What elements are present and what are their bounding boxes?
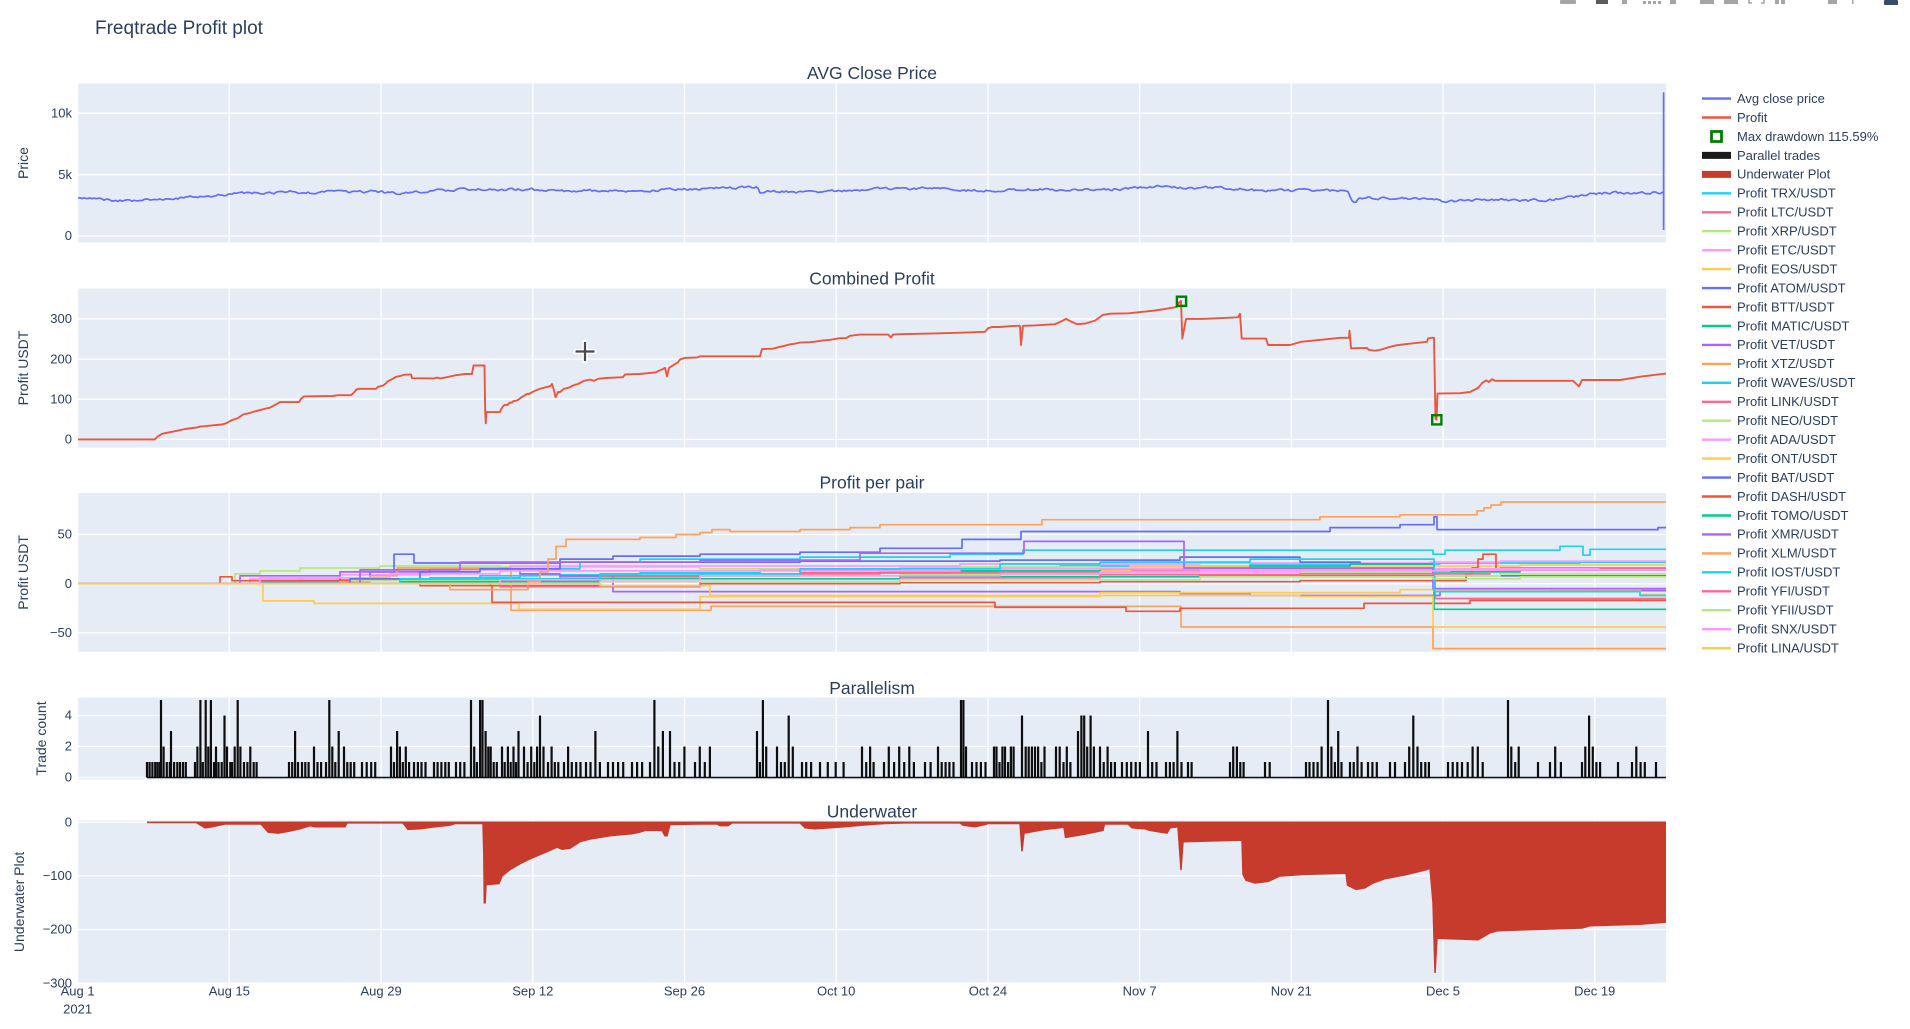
- svg-text:Profit XMR/USDT: Profit XMR/USDT: [1737, 527, 1839, 542]
- svg-text:−200: −200: [43, 922, 72, 937]
- svg-text:Profit MATIC/USDT: Profit MATIC/USDT: [1737, 318, 1849, 333]
- svg-text:Profit LINK/USDT: Profit LINK/USDT: [1737, 394, 1839, 409]
- svg-text:Profit BAT/USDT: Profit BAT/USDT: [1737, 470, 1834, 485]
- svg-text:Profit IOST/USDT: Profit IOST/USDT: [1737, 565, 1840, 580]
- svg-text:Profit ATOM/USDT: Profit ATOM/USDT: [1737, 280, 1846, 295]
- svg-text:Underwater Plot: Underwater Plot: [1737, 167, 1831, 182]
- svg-text:Aug 29: Aug 29: [360, 984, 401, 999]
- svg-text:300: 300: [50, 311, 72, 326]
- svg-text:Profit BTT/USDT: Profit BTT/USDT: [1737, 299, 1835, 314]
- svg-text:Profit YFI/USDT: Profit YFI/USDT: [1737, 584, 1830, 599]
- svg-text:Trade count: Trade count: [33, 701, 49, 775]
- svg-text:0: 0: [65, 815, 72, 830]
- svg-text:Profit SNX/USDT: Profit SNX/USDT: [1737, 622, 1837, 637]
- svg-text:Dec 19: Dec 19: [1574, 984, 1615, 999]
- svg-text:Parallelism: Parallelism: [829, 678, 915, 698]
- svg-text:0: 0: [65, 432, 72, 447]
- svg-text:Profit ETC/USDT: Profit ETC/USDT: [1737, 243, 1836, 258]
- svg-text:0: 0: [65, 228, 72, 243]
- svg-text:Sep 26: Sep 26: [664, 984, 705, 999]
- svg-text:Profit LTC/USDT: Profit LTC/USDT: [1737, 205, 1834, 220]
- svg-text:Sep 12: Sep 12: [512, 984, 553, 999]
- svg-text:Profit USDT: Profit USDT: [15, 535, 31, 610]
- svg-text:Nov 21: Nov 21: [1271, 984, 1312, 999]
- svg-text:100: 100: [50, 391, 72, 406]
- svg-text:Oct 24: Oct 24: [969, 984, 1007, 999]
- svg-text:2021: 2021: [63, 1002, 92, 1017]
- svg-text:Profit TRX/USDT: Profit TRX/USDT: [1737, 186, 1836, 201]
- svg-text:Profit TOMO/USDT: Profit TOMO/USDT: [1737, 508, 1849, 523]
- svg-text:Profit VET/USDT: Profit VET/USDT: [1737, 337, 1835, 352]
- svg-text:Profit EOS/USDT: Profit EOS/USDT: [1737, 261, 1837, 276]
- svg-text:Profit USDT: Profit USDT: [15, 330, 31, 405]
- svg-text:Underwater Plot: Underwater Plot: [11, 852, 27, 952]
- svg-text:Profit ONT/USDT: Profit ONT/USDT: [1737, 451, 1837, 466]
- svg-text:200: 200: [50, 351, 72, 366]
- svg-text:4: 4: [65, 708, 72, 723]
- svg-text:10k: 10k: [51, 105, 72, 120]
- svg-text:Aug 1: Aug 1: [61, 984, 95, 999]
- svg-text:−300: −300: [43, 975, 72, 990]
- svg-text:Parallel trades: Parallel trades: [1737, 148, 1821, 163]
- svg-text:Max drawdown 115.59%: Max drawdown 115.59%: [1737, 129, 1879, 144]
- svg-text:−50: −50: [50, 625, 72, 640]
- svg-text:Aug 15: Aug 15: [209, 984, 250, 999]
- svg-text:AVG Close Price: AVG Close Price: [807, 63, 937, 83]
- svg-text:Profit XLM/USDT: Profit XLM/USDT: [1737, 546, 1837, 561]
- svg-text:Profit XRP/USDT: Profit XRP/USDT: [1737, 224, 1837, 239]
- svg-text:Profit WAVES/USDT: Profit WAVES/USDT: [1737, 375, 1856, 390]
- svg-text:2: 2: [65, 739, 72, 754]
- svg-text:Dec 5: Dec 5: [1426, 984, 1460, 999]
- svg-text:Profit per pair: Profit per pair: [819, 473, 924, 493]
- svg-text:Profit LINA/USDT: Profit LINA/USDT: [1737, 641, 1839, 656]
- svg-text:Profit DASH/USDT: Profit DASH/USDT: [1737, 489, 1846, 504]
- svg-text:Nov 7: Nov 7: [1123, 984, 1157, 999]
- svg-text:Freqtrade Profit plot: Freqtrade Profit plot: [95, 18, 264, 39]
- svg-text:Profit XTZ/USDT: Profit XTZ/USDT: [1737, 356, 1835, 371]
- svg-text:Profit NEO/USDT: Profit NEO/USDT: [1737, 413, 1838, 428]
- svg-text:Combined Profit: Combined Profit: [809, 269, 935, 289]
- svg-text:Oct 10: Oct 10: [817, 984, 855, 999]
- svg-text:Price: Price: [15, 147, 31, 179]
- svg-text:0: 0: [65, 576, 72, 591]
- svg-text:−100: −100: [43, 868, 72, 883]
- svg-text:Avg close price: Avg close price: [1737, 91, 1825, 106]
- svg-text:Profit ADA/USDT: Profit ADA/USDT: [1737, 432, 1836, 447]
- svg-text:0: 0: [65, 770, 72, 785]
- svg-text:Profit: Profit: [1737, 110, 1768, 125]
- svg-text:Profit YFII/USDT: Profit YFII/USDT: [1737, 603, 1834, 618]
- svg-text:50: 50: [58, 527, 72, 542]
- svg-text:Underwater: Underwater: [827, 802, 918, 822]
- svg-text:5k: 5k: [58, 167, 72, 182]
